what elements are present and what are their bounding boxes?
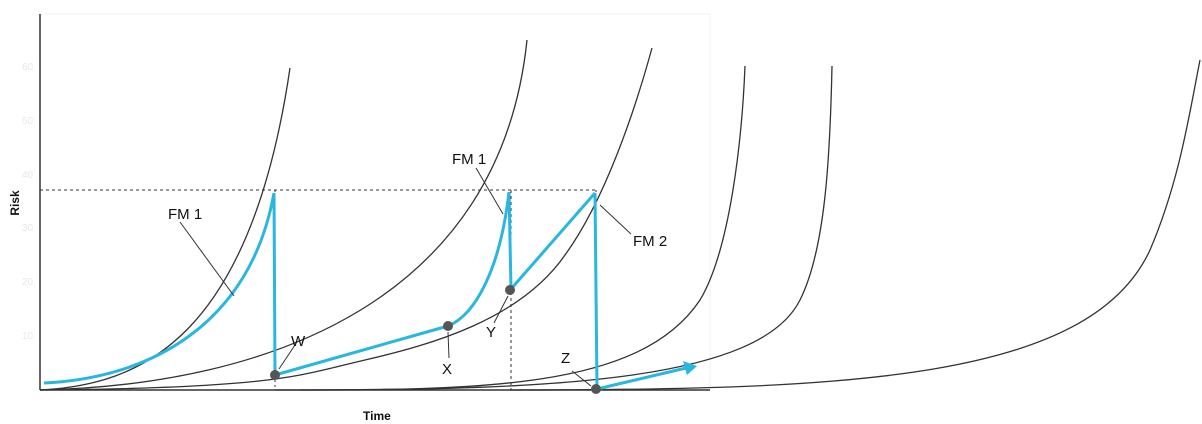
svg-text:10: 10 — [22, 331, 34, 342]
label-fm1-left: FM 1 — [168, 206, 202, 223]
svg-text:30: 30 — [22, 223, 34, 234]
leader-fm2 — [599, 204, 632, 235]
label-x: X — [442, 361, 452, 378]
label-w: W — [291, 333, 306, 350]
y-axis-title: Risk — [8, 190, 22, 216]
risk-seg-1 — [43, 192, 276, 385]
point-w — [270, 370, 280, 380]
risk-seg-2 — [274, 324, 449, 377]
curve-6 — [509, 59, 1201, 391]
curve-5 — [299, 65, 833, 391]
leader-fm1-mid — [475, 167, 504, 215]
curve-2 — [39, 39, 528, 391]
event-points — [270, 285, 601, 394]
failure-mode-curves — [39, 39, 1201, 391]
risk-path — [43, 191, 687, 391]
point-z — [591, 384, 601, 394]
leader-y — [493, 295, 509, 324]
label-z: Z — [561, 350, 570, 367]
label-fm2: FM 2 — [633, 233, 667, 250]
risk-seg-5 — [596, 366, 687, 391]
leader-fm1-left — [179, 221, 235, 297]
leader-z — [571, 370, 592, 387]
point-y — [505, 285, 515, 295]
risk-seg-3 — [447, 191, 511, 328]
risk-drop-3 — [593, 192, 599, 390]
label-fm1-mid: FM 1 — [452, 151, 486, 168]
risk-drop-1 — [272, 192, 277, 376]
risk-drop-2 — [507, 191, 513, 290]
svg-text:40: 40 — [22, 170, 34, 181]
svg-text:60: 60 — [22, 62, 34, 73]
leader-lines — [179, 167, 632, 387]
svg-text:20: 20 — [22, 277, 34, 288]
risk-seg-4 — [509, 192, 597, 290]
curve-1 — [39, 67, 291, 391]
point-x — [443, 321, 453, 331]
plot-frame — [39, 13, 711, 391]
label-y: Y — [486, 324, 496, 341]
faint-y-ticks: 60 50 40 30 20 10 — [22, 62, 34, 342]
svg-text:50: 50 — [22, 116, 34, 127]
leader-x — [447, 331, 450, 359]
leader-w — [278, 344, 296, 370]
curve-3 — [39, 47, 653, 391]
arrow-head — [683, 361, 697, 375]
x-axis-title: Time — [363, 409, 391, 423]
